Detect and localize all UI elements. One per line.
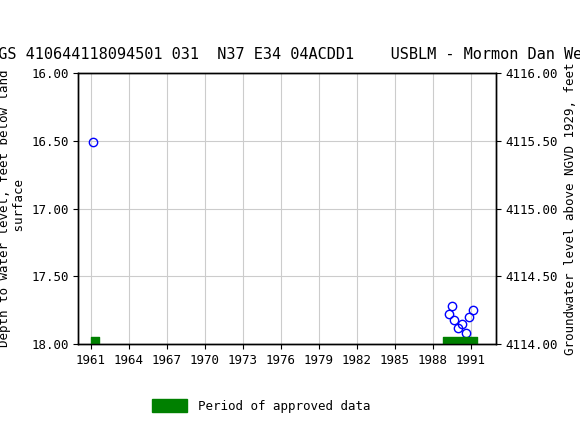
Text: USGS 410644118094501 031  N37 E34 04ACDD1    USBLM - Mormon Dan Well: USGS 410644118094501 031 N37 E34 04ACDD1… — [0, 47, 580, 62]
Y-axis label: Depth to water level, feet below land
 surface: Depth to water level, feet below land su… — [0, 70, 26, 347]
Y-axis label: Groundwater level above NGVD 1929, feet: Groundwater level above NGVD 1929, feet — [564, 62, 577, 355]
Legend: Period of approved data: Period of approved data — [146, 394, 376, 419]
Text: ▒USGS: ▒USGS — [12, 12, 66, 33]
